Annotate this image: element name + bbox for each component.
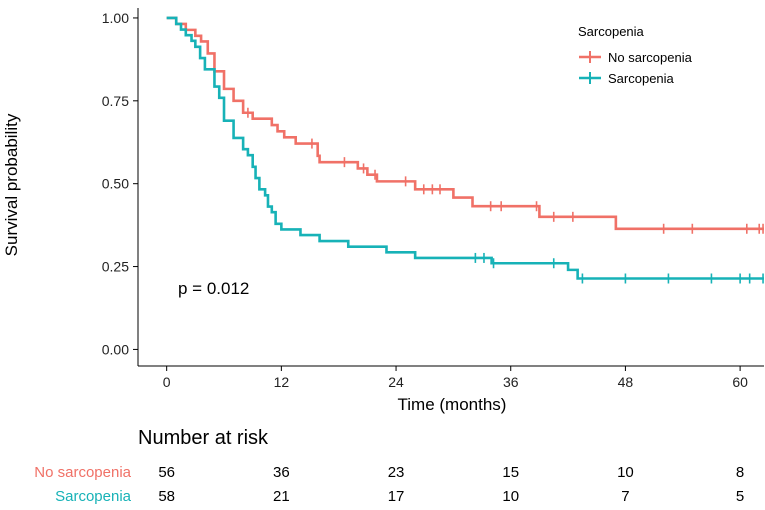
risk-count: 7	[621, 488, 629, 505]
x-axis: 0 12 24 36 48 60	[138, 365, 764, 390]
legend: Sarcopenia No sarcopenia Sarcopenia	[578, 24, 693, 86]
risk-count: 23	[388, 464, 405, 481]
risk-count: 21	[273, 488, 290, 505]
risk-row-label: No sarcopenia	[34, 464, 131, 481]
x-tick-label: 12	[274, 374, 290, 390]
x-tick-label: 60	[732, 374, 748, 390]
legend-title: Sarcopenia	[578, 24, 645, 39]
y-axis: 0.00 0.25 0.50 0.75 1.00	[102, 8, 139, 366]
risk-table-title: Number at risk	[138, 427, 269, 449]
legend-label: Sarcopenia	[608, 71, 675, 86]
y-tick-label: 0.00	[102, 341, 129, 357]
y-tick-label: 1.00	[102, 10, 129, 26]
y-axis-title: Survival probability	[2, 113, 21, 256]
series-sarcopenia	[166, 16, 764, 284]
risk-row-sarcopenia: Sarcopenia 58 21 17 10 7 5	[55, 488, 744, 505]
survival-line-sarcopenia	[166, 16, 764, 280]
series-no-sarcopenia	[166, 16, 764, 234]
risk-count: 56	[158, 464, 175, 481]
risk-count: 17	[388, 488, 405, 505]
risk-count: 5	[736, 488, 744, 505]
y-tick-label: 0.25	[102, 259, 129, 275]
legend-label: No sarcopenia	[608, 50, 693, 65]
legend-entry-sarcopenia: Sarcopenia	[579, 71, 675, 86]
risk-row-label: Sarcopenia	[55, 488, 132, 505]
y-tick-label: 0.75	[102, 93, 129, 109]
risk-count: 58	[158, 488, 175, 505]
survival-line-no-sarcopenia	[166, 16, 764, 231]
legend-entry-no-sarcopenia: No sarcopenia	[579, 50, 693, 65]
x-tick-label: 0	[163, 374, 171, 390]
y-tick-label: 0.50	[102, 176, 129, 192]
p-value-annotation: p = 0.012	[178, 279, 249, 298]
x-tick-label: 24	[388, 374, 404, 390]
risk-count: 10	[617, 464, 634, 481]
survival-curves	[166, 16, 764, 284]
risk-count: 15	[502, 464, 519, 481]
risk-row-no-sarcopenia: No sarcopenia 56 36 23 15 10 8	[34, 464, 744, 481]
x-tick-label: 48	[618, 374, 634, 390]
risk-count: 10	[502, 488, 519, 505]
risk-table: No sarcopenia 56 36 23 15 10 8 Sarcopenia 58 21 17…	[34, 464, 744, 505]
x-axis-title: Time (months)	[398, 395, 507, 414]
risk-count: 36	[273, 464, 290, 481]
risk-count: 8	[736, 464, 744, 481]
x-tick-label: 36	[503, 374, 519, 390]
legend-items: No sarcopenia Sarcopenia	[579, 50, 693, 86]
